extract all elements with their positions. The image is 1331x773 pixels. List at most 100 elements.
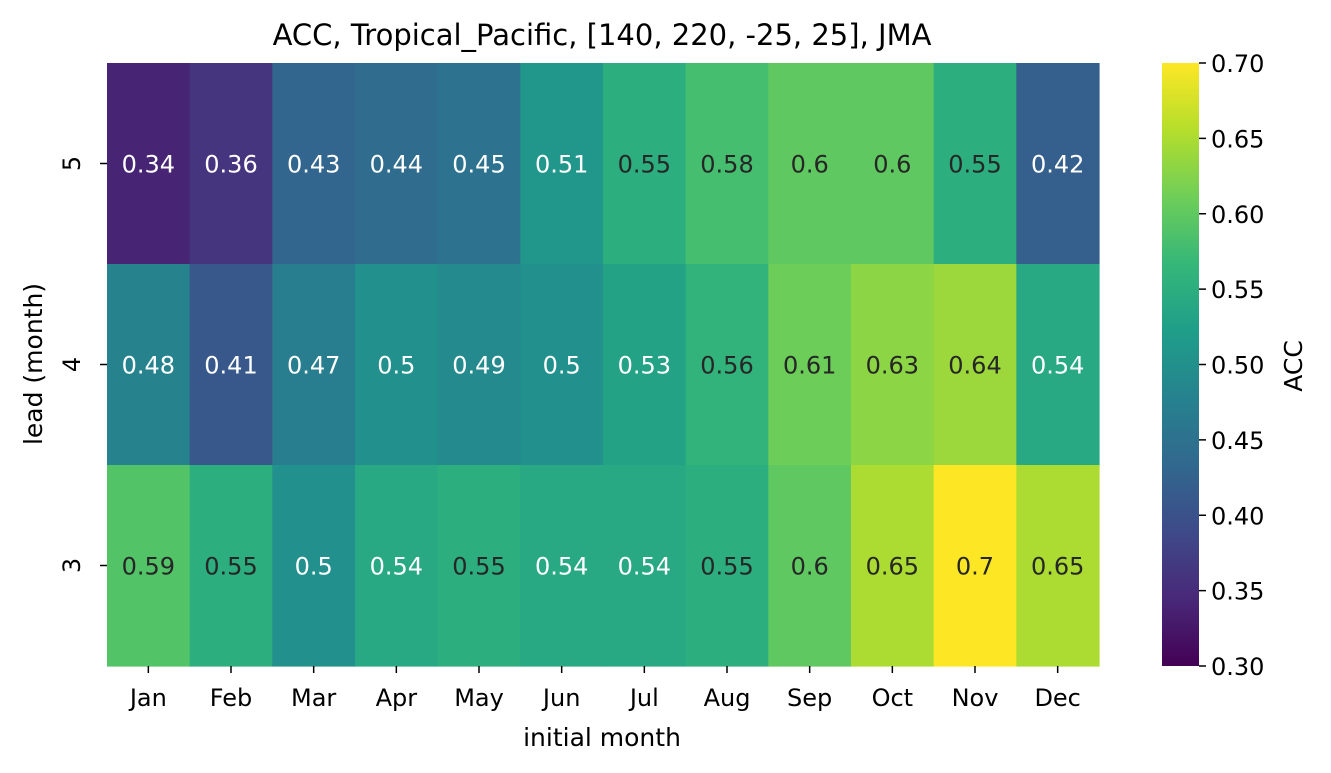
heatmap-cell: [107, 465, 191, 667]
colorbar-tick-label: 0.40: [1211, 502, 1264, 530]
cell-value-label: 0.55: [204, 553, 257, 581]
colorbar-label: ACC: [1279, 340, 1308, 392]
heatmap-cell: [851, 63, 935, 265]
heatmap-cell: [851, 264, 935, 466]
cell-value-label: 0.6: [791, 553, 829, 581]
x-tick-label: Jun: [541, 684, 581, 712]
x-tick-label: May: [454, 684, 504, 712]
cell-value-label: 0.42: [1031, 151, 1084, 179]
heatmap-cell: [685, 264, 769, 466]
heatmap-cell: [189, 63, 273, 265]
y-tick-label: 4: [58, 357, 86, 372]
colorbar-tick-label: 0.55: [1211, 276, 1264, 304]
heatmap-cell: [437, 264, 521, 466]
heatmap-cell: [1016, 264, 1100, 466]
x-tick-label: Jan: [128, 684, 167, 712]
heatmap-cell: [520, 465, 604, 667]
heatmap-cell: [933, 63, 1017, 265]
cell-value-label: 0.43: [287, 151, 340, 179]
cell-value-label: 0.59: [122, 553, 175, 581]
colorbar-tick-label: 0.50: [1211, 352, 1264, 380]
heatmap-cell: [437, 63, 521, 265]
colorbar-tick-label: 0.35: [1211, 578, 1264, 606]
cell-value-label: 0.53: [618, 352, 671, 380]
cell-value-label: 0.54: [535, 553, 588, 581]
cell-value-label: 0.63: [866, 352, 919, 380]
heatmap-cell: [1016, 63, 1100, 265]
x-axis: Jan Feb Mar Apr May Jun Jul Aug Sep Oct Nov Dec: [128, 666, 1081, 712]
x-tick-label: Mar: [291, 684, 336, 712]
heatmap-cell: [272, 465, 356, 667]
cell-value-label: 0.48: [122, 352, 175, 380]
cell-value-label: 0.58: [700, 151, 753, 179]
heatmap-cell: [685, 63, 769, 265]
heatmap-cell: [355, 465, 439, 667]
colorbar-tick-label: 0.70: [1211, 50, 1264, 78]
x-tick-label: Feb: [210, 684, 253, 712]
cell-value-label: 0.6: [873, 151, 911, 179]
cell-value-label: 0.34: [122, 151, 175, 179]
heatmap-cell: [603, 63, 687, 265]
heatmap-cell: [768, 465, 852, 667]
heatmap-cell: [685, 465, 769, 667]
cell-value-label: 0.65: [866, 553, 919, 581]
colorbar-ticks: 0.30 0.35 0.40 0.45 0.50 0.55 0.60 0.65 0.70: [1199, 50, 1264, 681]
x-tick-label: Sep: [787, 684, 832, 712]
heatmap-cell: [107, 264, 191, 466]
y-axis: 5 4 3: [58, 156, 107, 573]
heatmap-cell: [107, 63, 191, 265]
cell-value-label: 0.61: [783, 352, 836, 380]
y-tick-label: 5: [58, 156, 86, 171]
heatmap-cell: [603, 465, 687, 667]
heatmap-cell: [520, 63, 604, 265]
heatmap-cell: [933, 465, 1017, 667]
x-tick-label: Nov: [952, 684, 999, 712]
cell-value-label: 0.64: [948, 352, 1001, 380]
cell-value-label: 0.54: [1031, 352, 1084, 380]
heatmap-cell: [189, 465, 273, 667]
x-tick-label: Jul: [628, 684, 659, 712]
cell-value-label: 0.55: [700, 553, 753, 581]
y-tick-label: 3: [58, 558, 86, 573]
colorbar-tick-label: 0.65: [1211, 125, 1264, 153]
x-tick-label: Oct: [872, 684, 914, 712]
cell-value-label: 0.36: [204, 151, 257, 179]
chart-title: ACC, Tropical_Pacific, [140, 220, -25, 2…: [273, 18, 932, 52]
cell-value-label: 0.55: [618, 151, 671, 179]
cell-value-label: 0.51: [535, 151, 588, 179]
x-tick-label: Apr: [376, 684, 418, 712]
heatmap-cell: [272, 63, 356, 265]
x-axis-label: initial month: [523, 723, 681, 752]
cell-value-label: 0.41: [204, 352, 257, 380]
cell-value-label: 0.54: [370, 553, 423, 581]
colorbar-tick-label: 0.45: [1211, 427, 1264, 455]
heatmap-cell: [189, 264, 273, 466]
heatmap-cell: [768, 63, 852, 265]
cell-value-label: 0.55: [948, 151, 1001, 179]
cell-value-label: 0.65: [1031, 553, 1084, 581]
cell-value-label: 0.44: [370, 151, 423, 179]
cell-value-label: 0.45: [452, 151, 505, 179]
heatmap-cell: [437, 465, 521, 667]
colorbar-tick-label: 0.60: [1211, 201, 1264, 229]
heatmap-cells: [107, 63, 1100, 667]
cell-value-label: 0.54: [618, 553, 671, 581]
heatmap-cell: [520, 264, 604, 466]
heatmap-cell: [603, 264, 687, 466]
cell-value-label: 0.5: [295, 553, 333, 581]
cell-value-label: 0.47: [287, 352, 340, 380]
cell-value-label: 0.56: [700, 352, 753, 380]
heatmap-cell: [272, 264, 356, 466]
heatmap-cell: [355, 63, 439, 265]
x-tick-label: Dec: [1034, 684, 1080, 712]
heatmap-cell: [768, 264, 852, 466]
cell-value-label: 0.7: [956, 553, 994, 581]
heatmap-cell: [933, 264, 1017, 466]
colorbar: [1162, 63, 1199, 666]
heatmap-cell: [851, 465, 935, 667]
cell-value-label: 0.49: [452, 352, 505, 380]
y-axis-label: lead (month): [19, 283, 48, 445]
x-tick-label: Aug: [704, 684, 751, 712]
heatmap-cell-labels: 0.34 0.36 0.43 0.44 0.45 0.51 0.55 0.58 0.6 0.6 0.…: [122, 151, 1085, 581]
